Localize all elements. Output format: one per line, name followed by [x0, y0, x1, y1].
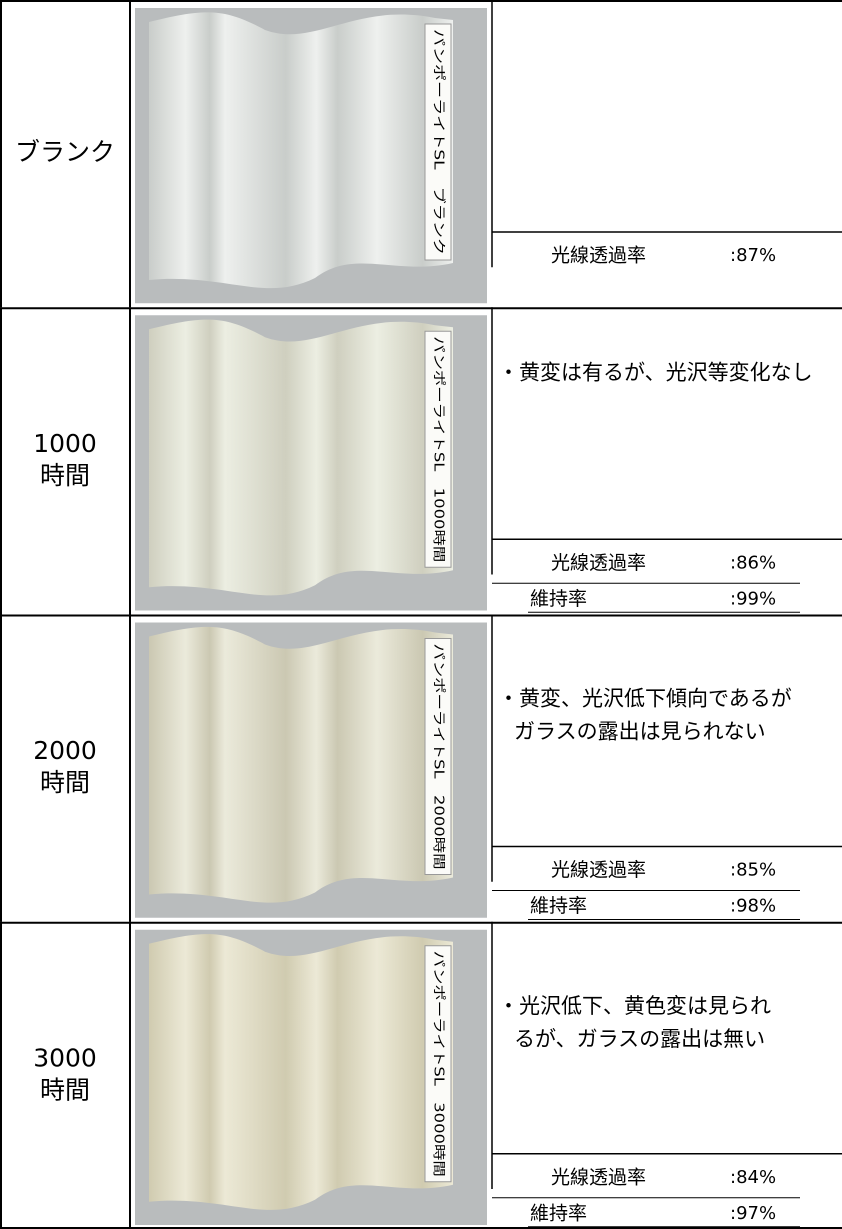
photo-label: パンポーライトSL 1000時間 [431, 336, 446, 562]
measure-label: 光線透過率 [551, 859, 646, 881]
row-label: 時間 [40, 1075, 90, 1104]
comment: ガラスの露出は見られない [514, 720, 766, 744]
row-label: 2000 [33, 736, 97, 765]
photo-label-strip [424, 638, 452, 875]
photo-label-strip [424, 945, 452, 1183]
sample-photo: パンポーライトSL ブランク [135, 8, 487, 304]
measure-value: :85% [730, 860, 776, 881]
sheet [149, 319, 453, 596]
photo-label: パンポーライトSL 3000時間 [431, 951, 446, 1177]
sheet [149, 626, 453, 903]
measure-label: 光線透過率 [551, 245, 646, 267]
photo-label: パンポーライトSL 2000時間 [431, 644, 446, 870]
comment: るが、ガラスの露出は無い [514, 1027, 765, 1051]
measure-label: 維持率 [530, 895, 587, 917]
measure-label: 光線透過率 [551, 1166, 646, 1188]
photo-label-strip [424, 330, 452, 568]
photo-label: パンポーライトSL ブランク [431, 29, 447, 255]
sample-photo: パンポーライトSL 1000時間 [135, 315, 487, 611]
measure-label: 光線透過率 [551, 552, 646, 574]
measure-value: :97% [730, 1203, 776, 1224]
row-label: 3000 [33, 1043, 97, 1072]
comment: ・光沢低下、黄色変は見られ [498, 994, 771, 1018]
row-label: 1000 [33, 429, 97, 458]
measure-label: 維持率 [530, 1202, 587, 1224]
photo-label-strip [424, 23, 452, 261]
row-label: ブランク [15, 138, 115, 167]
measure-value: :99% [730, 588, 776, 609]
measure-value: :98% [730, 896, 776, 917]
measure-value: :87% [730, 245, 776, 266]
sample-photo: パンポーライトSL 2000時間 [135, 622, 487, 918]
measure-value: :86% [730, 552, 776, 573]
sample-photo: パンポーライトSL 3000時間 [135, 929, 487, 1225]
sheet [149, 934, 453, 1210]
measure-label: 維持率 [530, 588, 587, 610]
comment: ・黄変、光沢低下傾向であるが [498, 687, 792, 711]
measure-value: :84% [730, 1167, 776, 1188]
sheet [149, 12, 453, 289]
comment: ・黄変は有るが、光沢等変化なし [498, 360, 813, 384]
row-label: 時間 [40, 768, 90, 797]
row-label: 時間 [40, 461, 90, 490]
